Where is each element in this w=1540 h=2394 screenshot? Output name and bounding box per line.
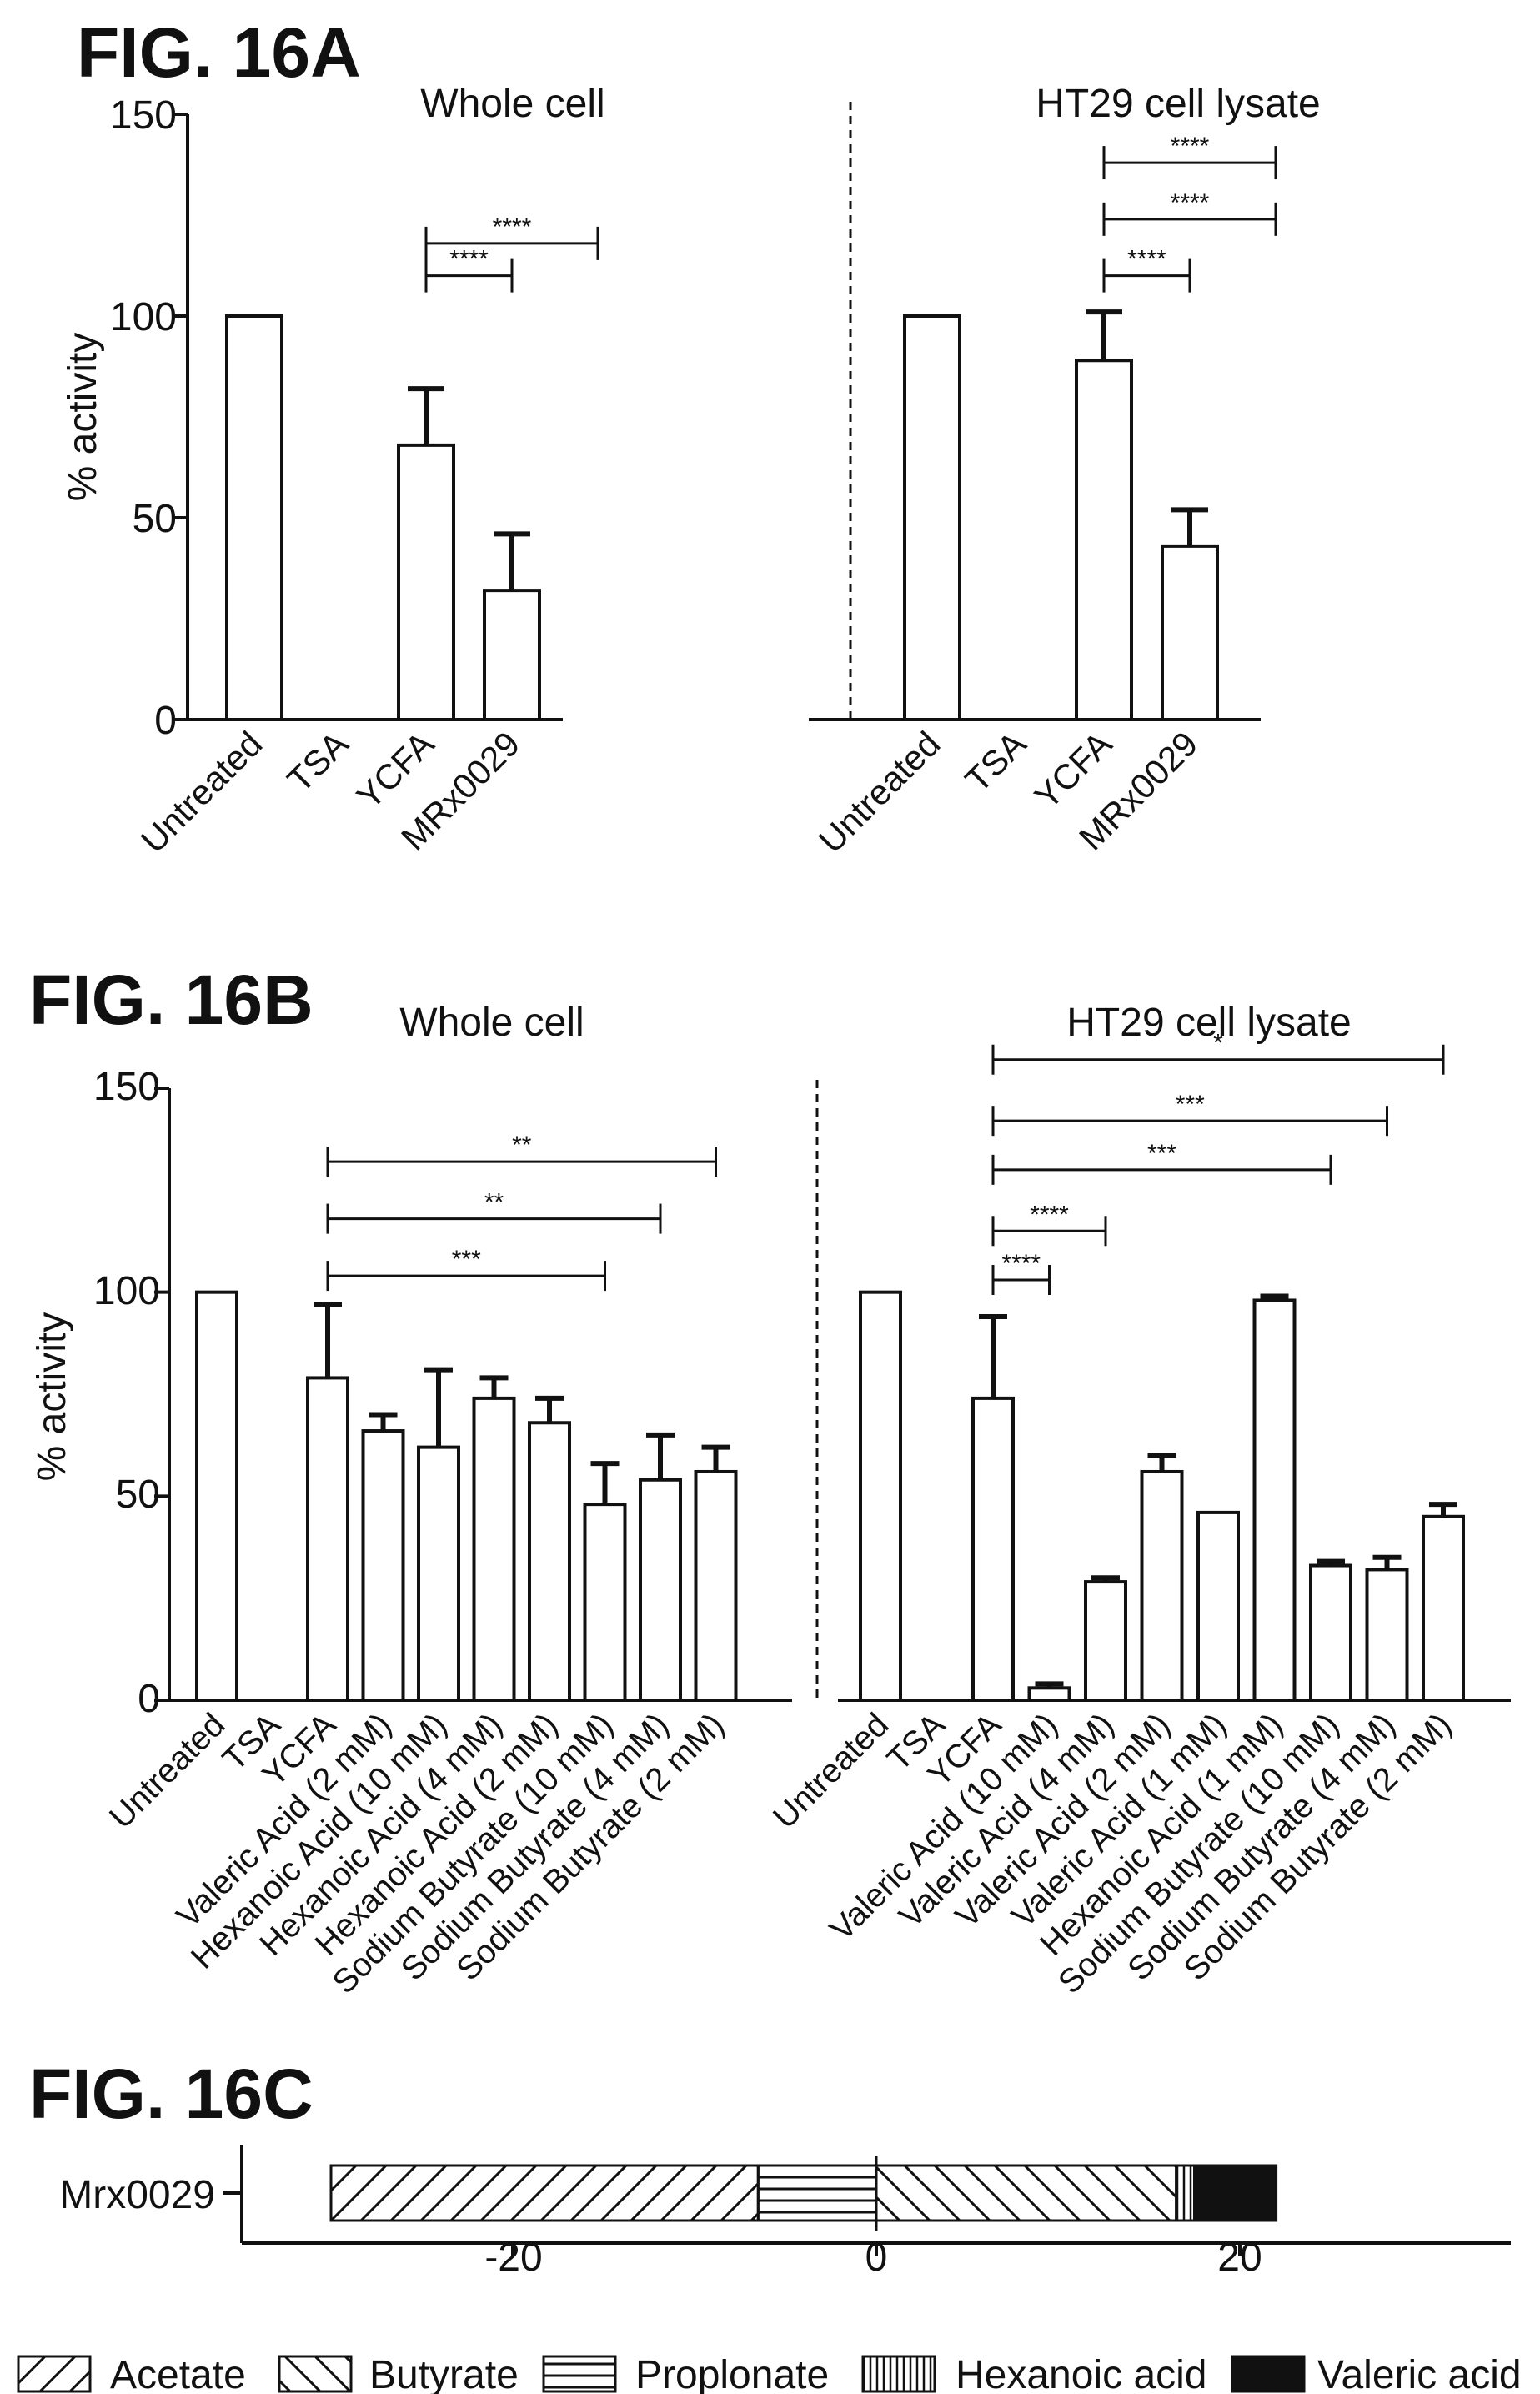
legend-label-acetate: Acetate [110,2353,246,2394]
legend-swatch-propionate [542,2355,617,2393]
legend-swatch-butyrate [278,2355,353,2393]
fig16a-label: FIG. 16A [77,13,361,92]
fig16b-whole-cell-bar-untreated [195,1290,238,1702]
fig16b-ht29-bar-valeric-acid-2-mm [1140,1469,1184,1703]
fig16b-whole-cell-sig-label-1: ** [484,1189,504,1217]
fig16b-ht29-sig-label-3: *** [1176,1091,1205,1118]
legend-label-propionate: Proplonate [635,2353,829,2394]
fig16b-whole-cell-bar-hexanoic-acid-10-mm [417,1445,460,1702]
fig16b-whole-cell-bar-sodium-butyrate-4-mm [639,1478,682,1702]
legend-label-valeric-acid: Valeric acid [1317,2353,1522,2394]
fig16a-ht29-bar-ycfa [1075,359,1133,721]
fig16b-ytick-150: 150 [93,1065,160,1109]
fig16a-ht29-lysate-title: HT29 cell lysate [1036,82,1320,126]
fig16b-ht29-bar-sodium-butyrate-10-mm [1309,1563,1352,1703]
fig16b-whole-cell-bar-sodium-butyrate-10-mm [583,1503,627,1702]
fig16b-ht29-bar-ycfa [971,1396,1015,1702]
fig16a-ytick-100: 100 [110,295,177,339]
fig16b-ht29-lysate-title: HT29 cell lysate [1066,1001,1351,1045]
fig16a-ht29-sig-label-1: **** [1171,189,1210,217]
fig16b-whole-cell-bar-sodium-butyrate-2-mm [694,1469,738,1703]
fig16b-ht29-xtick-label-untreated: Untreated [766,1706,895,1835]
fig16b-whole-cell-xtick-label-untreated: Untreated [103,1706,232,1835]
fig16a-whole-cell-xtick-label-tsa: TSA [279,724,355,800]
fig16a-whole-cell-xtick-label-untreated: Untreated [133,724,270,861]
fig16b-ht29-sig-label-2: *** [1147,1140,1176,1167]
legend-swatch-acetate [17,2355,92,2393]
fig16a-y-axis-label: % activity [61,333,105,502]
fig16c-legend: Acetate Butyrate Proplonate Hexanoic aci… [17,2353,1522,2394]
fig16b-ytick-50: 50 [116,1473,160,1517]
fig16b-ht29-bar-valeric-acid-1-mm [1196,1510,1240,1702]
fig16a-ht29-bar-mrx0029 [1161,544,1219,721]
fig16b-whole-cell-title: Whole cell [399,1001,584,1045]
fig16b-ht29-bar-valeric-acid-10-mm [1027,1686,1071,1702]
fig16c-segment-acetate [329,2164,760,2222]
fig16b-y-ticks: 0 50 100 150 [93,1065,160,1721]
fig16b-ht29-sig-label-4: * [1213,1030,1223,1057]
fig16b-ht29-sig-label-1: **** [1030,1201,1069,1228]
fig16b-ht29-bar-sodium-butyrate-4-mm [1365,1568,1409,1702]
fig16c-segment-butyrate [875,2164,1178,2222]
legend-swatch-hexanoic-acid [861,2355,936,2393]
fig16b-ht29-bar-hexanoic-acid-1-mm [1252,1298,1297,1703]
fig16b-whole-cell-bar-valeric-acid-2-mm [361,1429,405,1703]
legend-swatch-valeric-acid [1231,2355,1306,2393]
fig16a-whole-cell-sig-label-0: **** [449,246,489,274]
legend-label-hexanoic-acid: Hexanoic acid [956,2353,1207,2394]
fig16b-whole-cell-sig-label-0: *** [452,1246,481,1273]
fig16c-segment-propionate [756,2164,878,2222]
fig16b-ytick-100: 100 [93,1269,160,1313]
fig16b-whole-cell-bar-ycfa [306,1376,349,1702]
fig16a-ytick-150: 150 [110,93,177,138]
fig16a-whole-cell-bar-mrx0029 [483,589,541,721]
fig16a-whole-cell-title: Whole cell [420,82,604,126]
fig16a-ht29-sig-label-2: **** [1171,133,1210,160]
fig16a-y-ticks: 0 50 100 150 [110,93,177,743]
fig16c-segment-hexanoic-acid [1175,2164,1196,2222]
fig16a-plot: Untreated TSAYCFAMRx0029********Untreated… [133,102,1277,861]
fig16c-xtick-0: 0 [865,2236,888,2280]
fig16a-ht29-bar-untreated [903,314,961,721]
fig16a-whole-cell-sig-label-1: **** [493,213,532,241]
fig16a-ytick-50: 50 [133,497,177,541]
fig16c-plot [223,2145,1511,2256]
fig16c-xtick-20: 20 [1217,2236,1262,2280]
fig16c-xtick-neg20: -20 [484,2236,542,2280]
fig16a-ht29-xtick-label-untreated: Untreated [811,724,948,861]
fig16b-whole-cell-sig-label-2: ** [512,1132,532,1159]
fig16a-whole-cell-bar-ycfa [397,443,455,721]
fig16b-label: FIG. 16B [29,961,314,1039]
fig16b-ht29-bar-sodium-butyrate-2-mm [1422,1514,1465,1703]
fig16c-label: FIG. 16C [29,2055,314,2133]
legend-label-butyrate: Butyrate [369,2353,519,2394]
fig16b-whole-cell-bar-hexanoic-acid-2-mm [528,1421,571,1702]
fig16a-whole-cell-bar-untreated [225,314,283,721]
fig16c-segment-valeric-acid [1193,2164,1278,2222]
fig16c-row-label: Mrx0029 [59,2173,215,2217]
fig16b-ht29-bar-untreated [859,1290,902,1702]
fig16b-ht29-sig-label-0: **** [1001,1250,1041,1277]
fig16a-ht29-xtick-label-tsa: TSA [957,724,1033,800]
fig16b-ht29-bar-valeric-acid-4-mm [1084,1580,1127,1703]
fig16a-ht29-sig-label-0: **** [1127,246,1166,274]
fig16b-y-axis-label: % activity [30,1312,74,1482]
fig16b-whole-cell-bar-hexanoic-acid-4-mm [472,1396,516,1702]
